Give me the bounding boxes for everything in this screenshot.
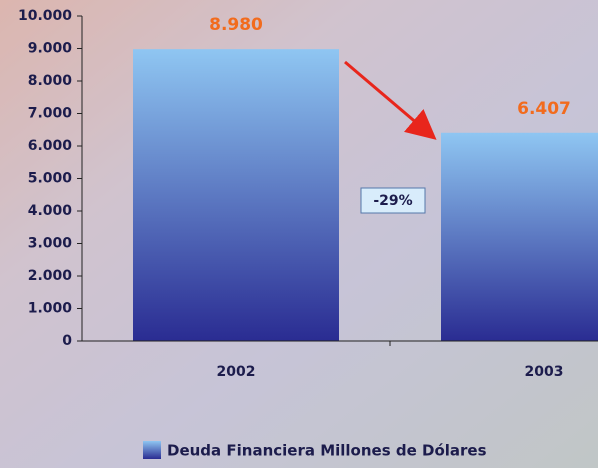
annotation: -29%: [373, 193, 412, 209]
bar: [133, 49, 339, 342]
x-tick-label: 2003: [525, 364, 564, 380]
plot-area: 0 1.000 2.000 3.000 4.000 5.000 6.000 7.000 8.00…: [18, 8, 598, 380]
legend-swatch: [143, 441, 161, 459]
annotation-box: [360, 187, 426, 214]
y-tick-label: 10.000: [18, 8, 72, 24]
x-tick-label: 2002: [217, 364, 256, 380]
value-label: 6.407: [517, 99, 571, 119]
y-tick-label: 9.000: [28, 41, 73, 57]
y-tick-label: 2.000: [28, 268, 73, 284]
change-arrow: [344, 60, 437, 140]
y-tick-label: 7.000: [28, 106, 73, 122]
value-label: 8.980: [209, 15, 263, 35]
legend-label: Deuda Financiera Millones de Dólares: [167, 442, 487, 460]
bar: [441, 132, 598, 341]
y-tick-label: 1.000: [28, 301, 73, 317]
y-tick-label: 3.000: [28, 236, 73, 252]
y-tick-label: 6.000: [28, 138, 73, 154]
y-tick-label: 5.000: [28, 171, 73, 187]
y-tick-label: 4.000: [28, 203, 73, 219]
y-tick-label: 8.000: [28, 73, 73, 89]
y-tick-label: 0: [62, 333, 72, 349]
